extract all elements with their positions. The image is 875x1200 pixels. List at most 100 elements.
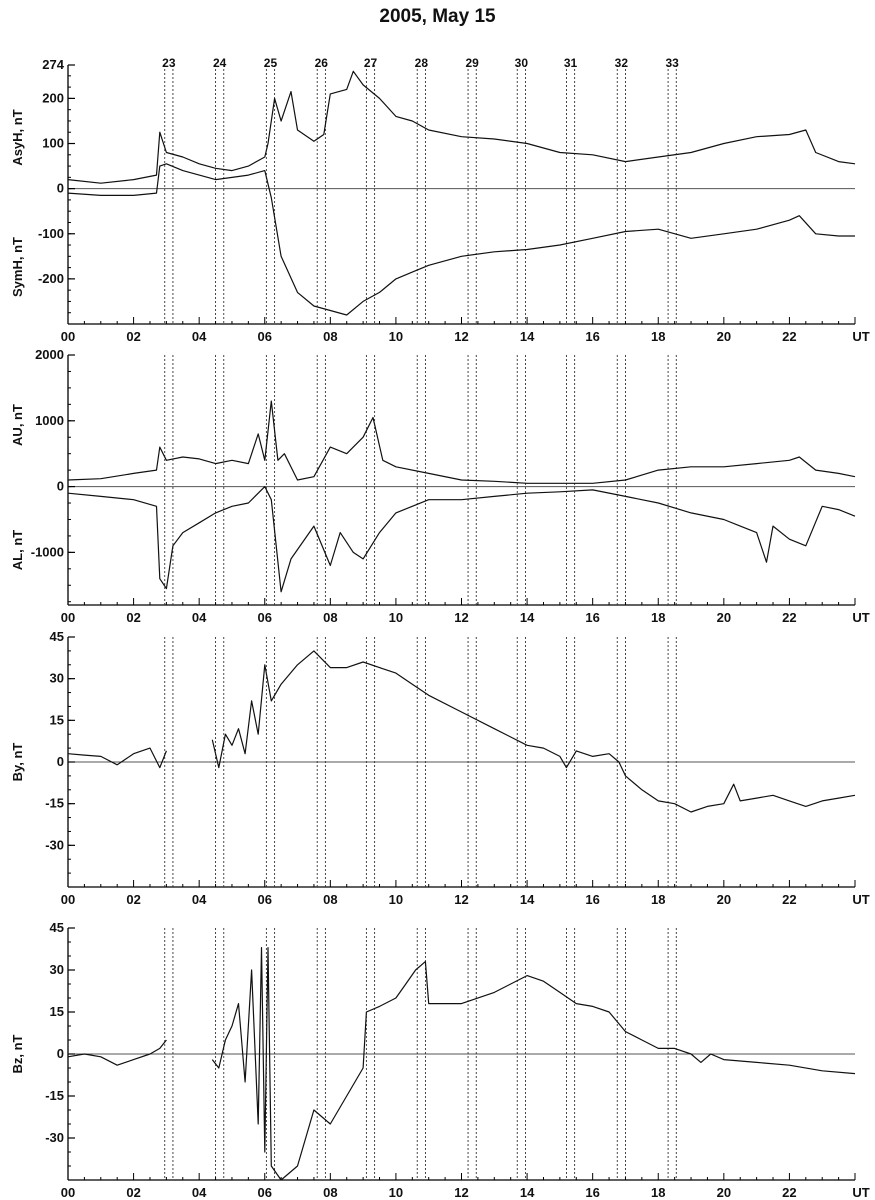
y-tick-label: -100	[38, 226, 64, 241]
x-unit-label: UT	[852, 1185, 869, 1200]
panel-by: 00 02 04 06 08 10 12 14 16 18 20 22 UT 45 30 15 0 -15 -30 B…	[10, 629, 870, 907]
y-tick-label: -200	[38, 271, 64, 286]
x-tick-label: 04	[192, 329, 207, 344]
x-tick-label: 16	[585, 1185, 599, 1200]
x-tick-label: 02	[126, 1185, 140, 1200]
event-label-23: 23	[162, 56, 176, 70]
y-axis-label-bottom: AL, nT	[10, 530, 25, 570]
series-line-by-seg1	[211, 650, 856, 813]
y-tick-label: 45	[50, 629, 64, 644]
event-label-30: 30	[515, 56, 529, 70]
panel-bz: 00 02 04 06 08 10 12 14 16 18 20 22 UT 45 30 15 0 -15 -30 B…	[10, 920, 870, 1200]
series-line-symh	[67, 163, 855, 316]
x-tick-label: 22	[782, 892, 796, 907]
y-tick-label: 30	[50, 671, 64, 686]
x-tick-label: 14	[520, 610, 535, 625]
y-tick-label: -30	[45, 837, 64, 852]
x-unit-label: UT	[852, 329, 869, 344]
x-tick-label: 06	[258, 1185, 272, 1200]
x-tick-label: 04	[192, 1185, 207, 1200]
series-line-al	[67, 486, 856, 593]
y-tick-label: -15	[45, 1088, 64, 1103]
y-tick-label: 200	[42, 90, 64, 105]
x-tick-label: 22	[782, 1185, 796, 1200]
event-label-26: 26	[315, 56, 329, 70]
x-tick-label: 20	[717, 610, 731, 625]
y-axis-label-top: AU, nT	[10, 404, 25, 446]
x-tick-label: 22	[782, 610, 796, 625]
x-tick-label: 00	[61, 892, 75, 907]
x-tick-label: 10	[389, 610, 403, 625]
panel-au-al: 00 02 04 06 08 10 12 14 16 18 20 22 UT 2000 1000 0 -1000…	[10, 347, 870, 625]
x-tick-label: 18	[651, 1185, 665, 1200]
y-tick-label: 100	[42, 136, 64, 151]
x-tick-label: 16	[585, 329, 599, 344]
y-tick-label: 0	[57, 1046, 64, 1061]
y-tick-label: 2000	[35, 347, 64, 362]
x-tick-label: 06	[258, 610, 272, 625]
x-tick-label: 00	[61, 1185, 75, 1200]
y-tick-label: 0	[57, 754, 64, 769]
x-tick-label: 12	[454, 1185, 468, 1200]
x-tick-label: 14	[520, 892, 535, 907]
page-title: 2005, May 15	[379, 6, 496, 27]
event-label-33: 33	[666, 56, 680, 70]
x-tick-label: 10	[389, 892, 403, 907]
x-tick-label: 18	[651, 610, 665, 625]
x-tick-label: 02	[126, 892, 140, 907]
y-axis-label-top: Bz, nT	[10, 1034, 25, 1073]
x-tick-label: 18	[651, 892, 665, 907]
series-line-au	[67, 400, 856, 484]
x-tick-label: 02	[126, 329, 140, 344]
y-axis-label-bottom: SymH, nT	[10, 237, 25, 297]
series-line-asyh	[67, 70, 856, 184]
event-label-24: 24	[213, 56, 227, 70]
y-tick-label: 274	[42, 57, 64, 72]
x-unit-label: UT	[852, 610, 869, 625]
x-tick-label: 16	[585, 610, 599, 625]
x-tick-label: 04	[192, 610, 207, 625]
x-tick-label: 06	[258, 892, 272, 907]
event-label-28: 28	[415, 56, 429, 70]
y-axis-label-top: By, nT	[10, 743, 25, 782]
y-tick-label: -1000	[31, 544, 64, 559]
series-line-bz-seg1	[211, 947, 856, 1181]
panel-asyh-symh: 23 24 25 26 27 28 29 30 31 32 33 00 02 04 06 08 10 12 14 16…	[10, 56, 870, 344]
x-tick-label: 14	[520, 1185, 535, 1200]
x-tick-label: 10	[389, 1185, 403, 1200]
series-line-by-seg0	[67, 747, 167, 769]
x-tick-label: 08	[323, 892, 337, 907]
y-tick-label: -15	[45, 796, 64, 811]
y-tick-label: -30	[45, 1130, 64, 1145]
x-tick-label: 20	[717, 329, 731, 344]
x-tick-label: 04	[192, 892, 207, 907]
y-tick-label: 45	[50, 920, 64, 935]
x-tick-label: 08	[323, 329, 337, 344]
x-tick-label: 20	[717, 892, 731, 907]
y-tick-label: 15	[50, 1004, 64, 1019]
x-tick-label: 20	[717, 1185, 731, 1200]
event-label-32: 32	[615, 56, 629, 70]
y-tick-label: 30	[50, 962, 64, 977]
event-label-27: 27	[364, 56, 378, 70]
event-label-25: 25	[264, 56, 278, 70]
x-tick-label: 12	[454, 892, 468, 907]
y-tick-label: 0	[57, 479, 64, 494]
x-tick-label: 12	[454, 610, 468, 625]
x-tick-label: 06	[258, 329, 272, 344]
x-tick-label: 22	[782, 329, 796, 344]
x-tick-label: 00	[61, 329, 75, 344]
x-tick-label: 08	[323, 610, 337, 625]
y-tick-label: 15	[50, 712, 64, 727]
y-axis-label-top: AsyH, nT	[10, 109, 25, 165]
event-label-31: 31	[564, 56, 578, 70]
x-tick-label: 16	[585, 892, 599, 907]
x-tick-label: 18	[651, 329, 665, 344]
x-unit-label: UT	[852, 892, 869, 907]
x-tick-label: 12	[454, 329, 468, 344]
y-tick-label: 1000	[35, 413, 64, 428]
x-tick-label: 14	[520, 329, 535, 344]
event-label-29: 29	[465, 56, 479, 70]
series-line-bz-seg0	[67, 1039, 167, 1066]
x-tick-label: 02	[126, 610, 140, 625]
